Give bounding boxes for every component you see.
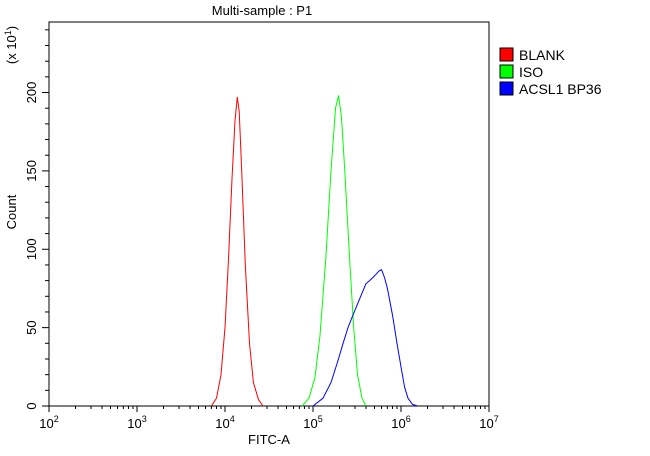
x-tick-exponent: 3 <box>142 414 147 424</box>
y-tick-label: 150 <box>24 160 39 182</box>
x-tick-label: 104 <box>215 414 234 431</box>
x-axis-title: FITC-A <box>248 432 290 447</box>
x-tick-exponent: 4 <box>230 414 235 424</box>
y-multiplier-text: (x 10 <box>4 35 19 64</box>
legend-swatch <box>499 64 514 79</box>
legend-label: BLANK <box>519 47 566 63</box>
series-line-acsl1-bp36 <box>312 269 418 407</box>
series-lines <box>210 95 418 407</box>
x-tick-base: 10 <box>127 416 141 431</box>
legend-label: ACSL1 BP36 <box>519 81 602 97</box>
x-tick-base: 10 <box>303 416 317 431</box>
y-multiplier-exponent: 1 <box>3 30 13 35</box>
x-tick-base: 10 <box>39 416 53 431</box>
x-tick-label: 102 <box>39 414 58 431</box>
plot-frame <box>48 21 490 407</box>
legend-label: ISO <box>519 64 543 80</box>
x-tick-base: 10 <box>479 416 493 431</box>
x-tick-label: 107 <box>479 414 498 431</box>
y-axis-tick-labels: 0 50 100 150 200 <box>24 82 39 410</box>
x-tick-label: 103 <box>127 414 146 431</box>
x-tick-exponent: 6 <box>406 414 411 424</box>
x-tick-label: 106 <box>391 414 410 431</box>
legend-swatch <box>499 81 514 96</box>
chart-title: Multi-sample : P1 <box>212 3 312 18</box>
y-tick-label: 100 <box>24 238 39 260</box>
y-axis-multiplier: (x 101) <box>3 26 19 64</box>
legend-swatch <box>499 47 514 62</box>
x-tick-exponent: 7 <box>494 414 499 424</box>
x-axis-ticks <box>48 406 490 412</box>
y-multiplier-close: ) <box>4 26 19 30</box>
y-axis-ticks <box>42 29 49 407</box>
y-tick-label: 200 <box>24 82 39 104</box>
y-axis-title: Count <box>4 194 19 229</box>
series-line-iso <box>301 95 367 407</box>
x-tick-base: 10 <box>215 416 229 431</box>
x-tick-exponent: 5 <box>318 414 323 424</box>
x-tick-label: 105 <box>303 414 322 431</box>
series-line-blank <box>210 96 264 407</box>
x-tick-base: 10 <box>391 416 405 431</box>
y-tick-label: 50 <box>24 320 39 334</box>
y-tick-label: 0 <box>24 402 39 409</box>
x-tick-exponent: 2 <box>54 414 59 424</box>
x-axis-tick-labels: 102 103 104 105 106 107 <box>39 414 498 431</box>
